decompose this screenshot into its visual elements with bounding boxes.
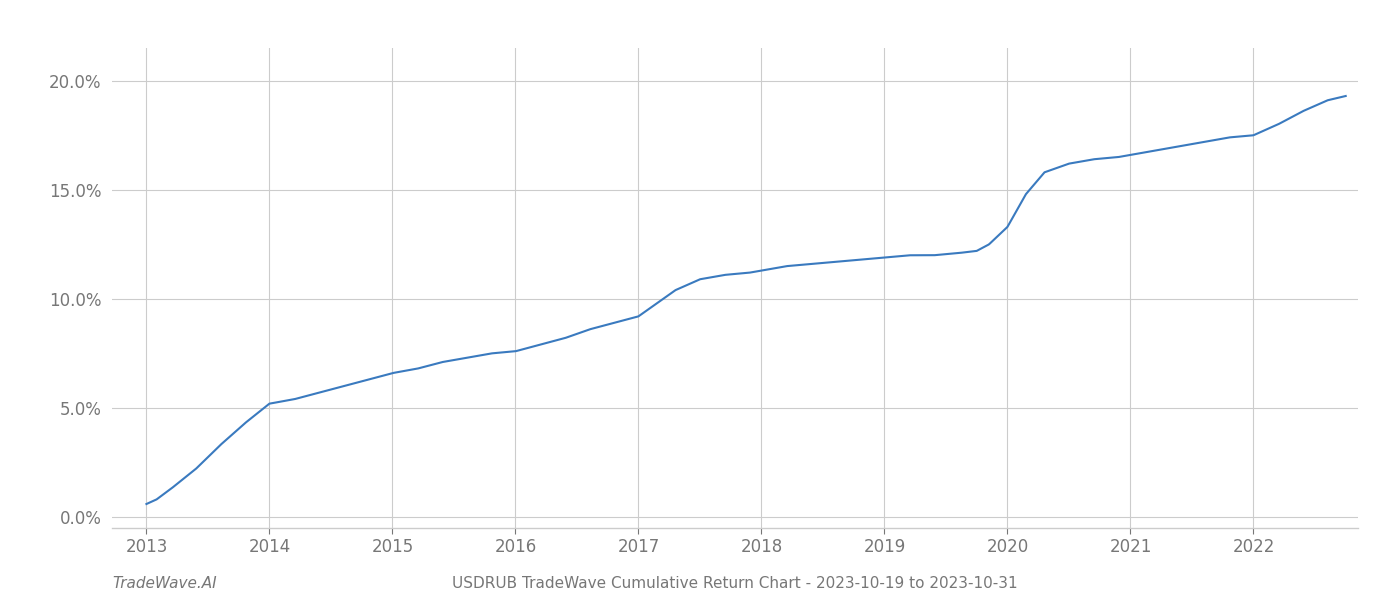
Text: TradeWave.AI: TradeWave.AI (112, 576, 217, 591)
Text: USDRUB TradeWave Cumulative Return Chart - 2023-10-19 to 2023-10-31: USDRUB TradeWave Cumulative Return Chart… (452, 576, 1018, 591)
